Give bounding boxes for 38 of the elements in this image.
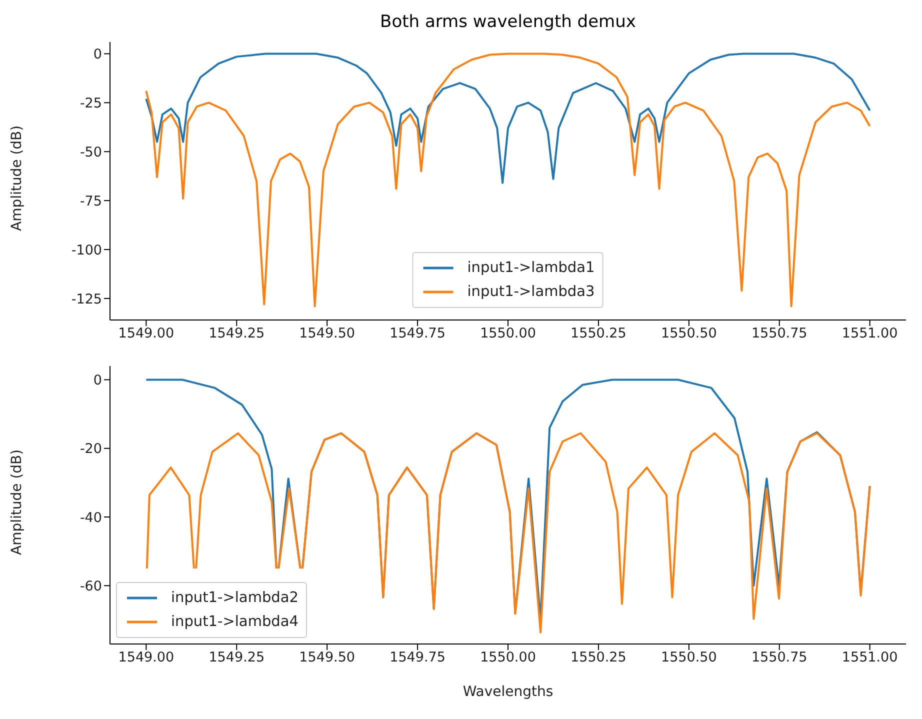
x-tick-label: 1550.75 <box>751 650 808 666</box>
y-tick-label: -125 <box>71 291 102 308</box>
y-axis-title: Amplitude (dB) <box>8 449 25 555</box>
y-tick-label: -75 <box>80 193 102 210</box>
x-tick-label: 1551.00 <box>842 326 898 342</box>
y-tick-label: -20 <box>80 441 102 458</box>
chart-title: Both arms wavelength demux <box>379 12 637 32</box>
y-tick-label: -50 <box>80 144 102 160</box>
line-series <box>145 52 871 308</box>
y-axis-title: Amplitude (dB) <box>8 125 25 231</box>
x-axis-title: Wavelengths <box>462 684 554 700</box>
y-tick-label: -60 <box>80 578 102 594</box>
x-tick-label: 1550.25 <box>570 650 626 666</box>
x-tick-label: 1549.25 <box>208 650 265 666</box>
y-tick-label: -40 <box>80 510 102 526</box>
x-tick-label: 1550.25 <box>570 326 626 342</box>
legend-label: input1->lambda2 <box>171 590 298 606</box>
legend-label: input1->lambda4 <box>171 614 298 630</box>
x-tick-label: 1549.75 <box>390 650 446 666</box>
line-series <box>145 52 871 184</box>
x-tick-label: 1549.25 <box>208 326 265 342</box>
x-tick-label: 1550.50 <box>660 326 717 342</box>
y-tick-label: 0 <box>93 46 102 63</box>
x-tick-label: 1549.00 <box>118 650 174 666</box>
y-tick-label: 0 <box>93 372 102 389</box>
x-tick-label: 1550.00 <box>480 326 536 342</box>
x-tick-label: 1550.75 <box>751 326 808 342</box>
x-tick-label: 1549.75 <box>390 326 446 342</box>
x-tick-label: 1551.00 <box>842 650 898 666</box>
x-tick-label: 1550.00 <box>480 650 536 666</box>
legend-label: input1->lambda1 <box>467 260 595 276</box>
x-tick-label: 1549.00 <box>118 326 174 342</box>
x-tick-label: 1550.50 <box>660 650 717 666</box>
x-tick-label: 1549.50 <box>299 326 356 342</box>
legend-label: input1->lambda3 <box>467 284 595 300</box>
y-tick-label: -25 <box>80 95 102 112</box>
x-tick-label: 1549.50 <box>299 650 356 666</box>
y-tick-label: -100 <box>71 242 102 258</box>
